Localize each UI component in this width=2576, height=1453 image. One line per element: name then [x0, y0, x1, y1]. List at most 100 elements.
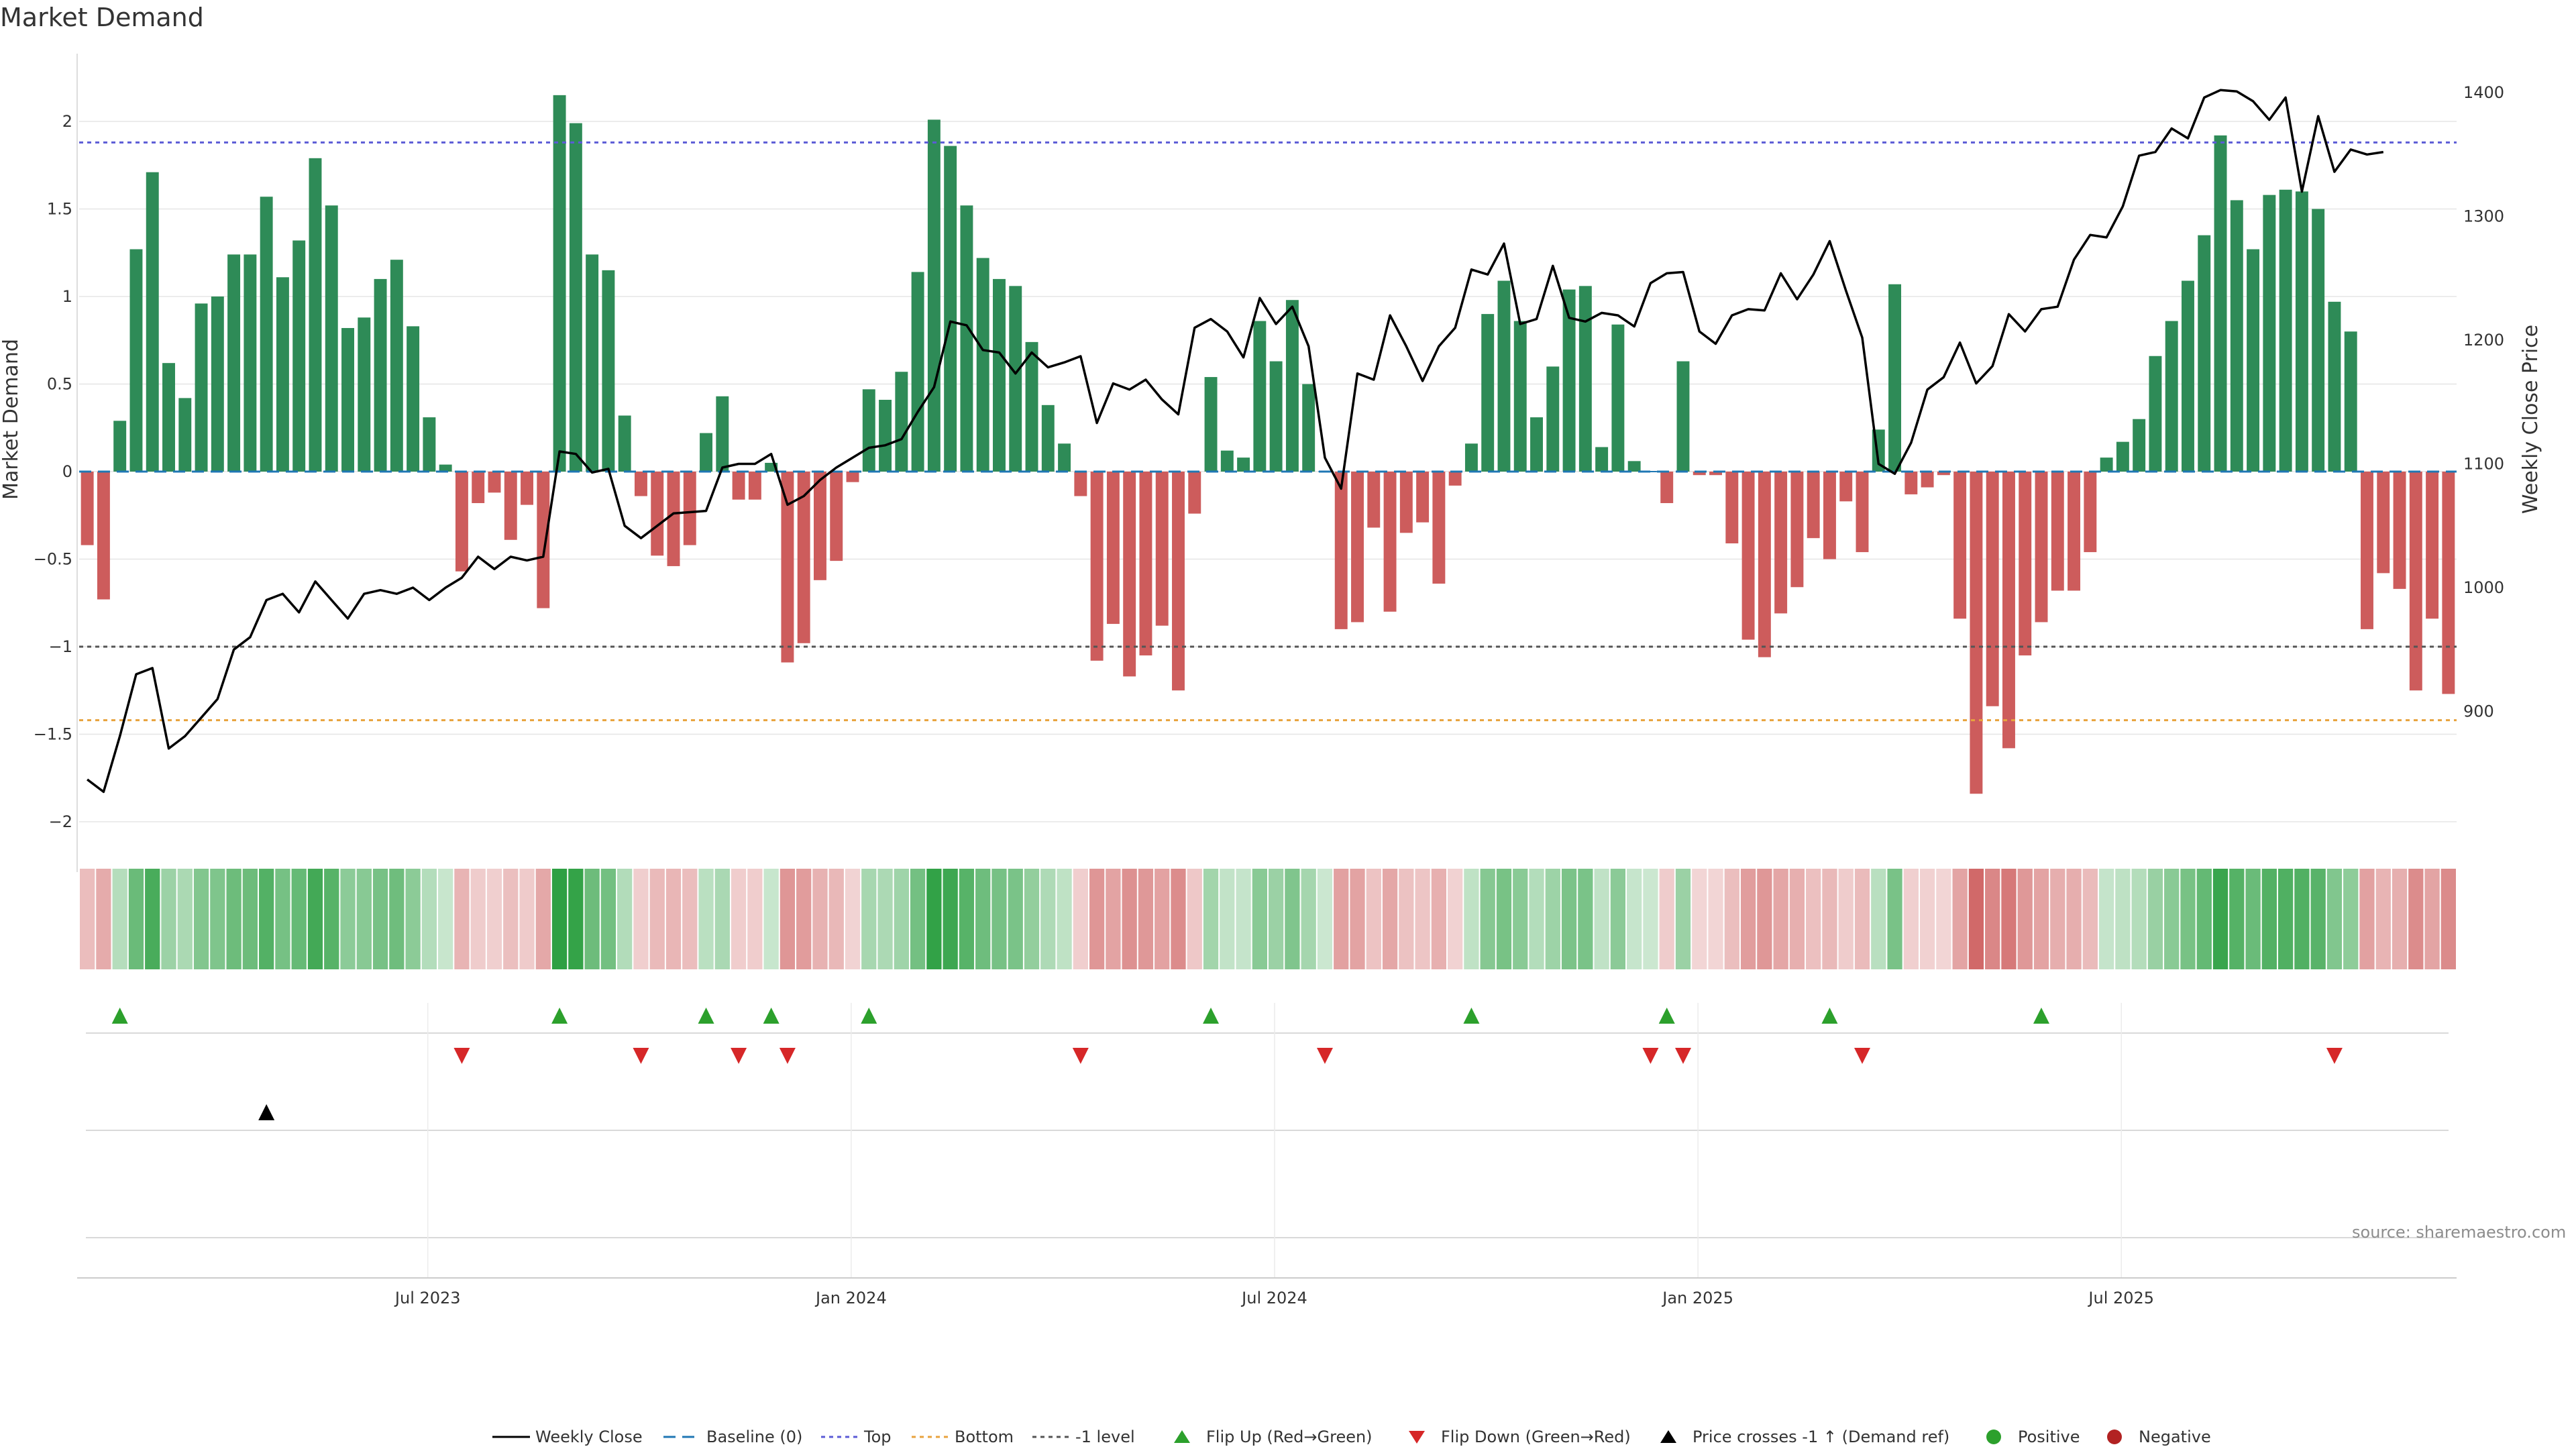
- heat-cell: [1968, 869, 1984, 969]
- heat-cell: [2392, 869, 2408, 969]
- y-tick-label: 1.5: [47, 200, 72, 219]
- demand-bar: [846, 472, 859, 482]
- demand-bar: [2344, 331, 2357, 472]
- demand-bar: [80, 472, 94, 545]
- heat-cell: [1138, 869, 1154, 969]
- heat-cell: [1952, 869, 1968, 969]
- demand-bar: [374, 278, 387, 472]
- heat-cell: [1220, 869, 1235, 969]
- legend-triangle-up-icon: [1174, 1430, 1190, 1443]
- demand-bar: [667, 472, 680, 566]
- heat-cell: [2196, 869, 2212, 969]
- demand-bar: [1123, 472, 1136, 677]
- heat-cell: [2066, 869, 2082, 969]
- heat-cell: [470, 869, 486, 969]
- heat-cell: [324, 869, 339, 969]
- heat-cell: [1545, 869, 1560, 969]
- demand-bar: [1562, 289, 1576, 472]
- demand-bar: [439, 464, 452, 472]
- heat-cell: [731, 869, 747, 969]
- demand-bar: [2100, 458, 2113, 472]
- heat-cell: [975, 869, 991, 969]
- demand-bar: [1009, 286, 1022, 472]
- heat-cell: [2082, 869, 2098, 969]
- heat-cell: [1171, 869, 1186, 969]
- demand-bar: [2230, 200, 2243, 472]
- legend-line-dotted-icon: [912, 1436, 949, 1438]
- demand-bar: [1285, 300, 1299, 472]
- demand-bar: [1513, 321, 1527, 472]
- demand-bar: [1041, 405, 1055, 472]
- demand-bar: [1937, 472, 1950, 476]
- heat-cell: [1919, 869, 1935, 969]
- heat-cell: [1578, 869, 1593, 969]
- heat-cell: [2033, 869, 2049, 969]
- heat-cell: [1366, 869, 1381, 969]
- demand-bar: [146, 172, 159, 472]
- demand-bar: [1399, 472, 1413, 533]
- demand-bar: [1269, 361, 1283, 472]
- demand-bar: [1074, 472, 1087, 496]
- demand-bar: [2247, 249, 2260, 472]
- heat-cell: [600, 869, 616, 969]
- legend-item: Price crosses -1 ↑ (Demand ref): [1647, 1423, 1949, 1450]
- heat-cell: [2277, 869, 2294, 969]
- heat-cell: [193, 869, 209, 969]
- heat-cell: [389, 869, 405, 969]
- heat-cell: [1822, 869, 1837, 969]
- x-tick-label: Jul 2023: [394, 1289, 461, 1307]
- demand-bar: [1530, 417, 1543, 472]
- legend-item: Positive: [1972, 1423, 2080, 1450]
- demand-bar: [1497, 280, 1511, 472]
- demand-bar: [113, 421, 127, 472]
- flip-up-marker: [1463, 1008, 1480, 1024]
- flip-up-marker: [763, 1008, 780, 1024]
- heat-cell: [112, 869, 127, 969]
- legend-item: Flip Up (Red→Green): [1161, 1423, 1373, 1450]
- x-tick-label: Jul 2025: [2087, 1289, 2154, 1307]
- source-note: source: sharemaestro.com: [2352, 1223, 2567, 1242]
- demand-bar: [1351, 472, 1364, 623]
- heat-cell: [1187, 869, 1202, 969]
- legend-dot-icon: [2107, 1430, 2122, 1444]
- heat-cell: [747, 869, 763, 969]
- demand-bar: [1676, 361, 1690, 472]
- demand-bar: [2263, 195, 2276, 472]
- heat-cell: [1448, 869, 1463, 969]
- heat-cell: [991, 869, 1007, 969]
- demand-bar: [1334, 472, 1348, 629]
- legend-label: Positive: [2018, 1428, 2080, 1446]
- demand-bar: [407, 326, 420, 472]
- demand-bar: [781, 472, 794, 663]
- demand-bar: [1693, 472, 1706, 476]
- heat-cell: [1350, 869, 1365, 969]
- demand-bar: [586, 254, 599, 472]
- demand-bar: [1986, 472, 1999, 706]
- heat-cell: [1854, 869, 1870, 969]
- heat-cell: [340, 869, 356, 969]
- demand-bar: [162, 363, 175, 472]
- legend-label: Weekly Close: [535, 1428, 643, 1446]
- demand-bar: [797, 472, 810, 643]
- demand-bar: [2051, 472, 2064, 591]
- demand-bar: [1904, 472, 1918, 494]
- y-tick-label: −0.5: [34, 550, 72, 569]
- legend-label: Top: [864, 1428, 892, 1446]
- legend-item: Weekly Close: [490, 1423, 643, 1450]
- heat-cell: [1464, 869, 1479, 969]
- demand-bar: [309, 158, 322, 472]
- heat-cell: [1236, 869, 1251, 969]
- demand-bar: [944, 146, 957, 472]
- heat-cell: [454, 869, 470, 969]
- flip-up-marker: [1821, 1008, 1838, 1024]
- heat-cell: [1838, 869, 1854, 969]
- y-tick-label: 0.5: [47, 375, 72, 394]
- demand-bar: [2393, 472, 2406, 589]
- demand-bar: [700, 433, 713, 472]
- demand-bar: [1725, 472, 1739, 544]
- heat-cell: [1431, 869, 1447, 969]
- flip-down-marker: [731, 1048, 747, 1064]
- heat-cell: [1155, 869, 1170, 969]
- heat-cell: [780, 869, 796, 969]
- demand-bar: [2068, 472, 2081, 591]
